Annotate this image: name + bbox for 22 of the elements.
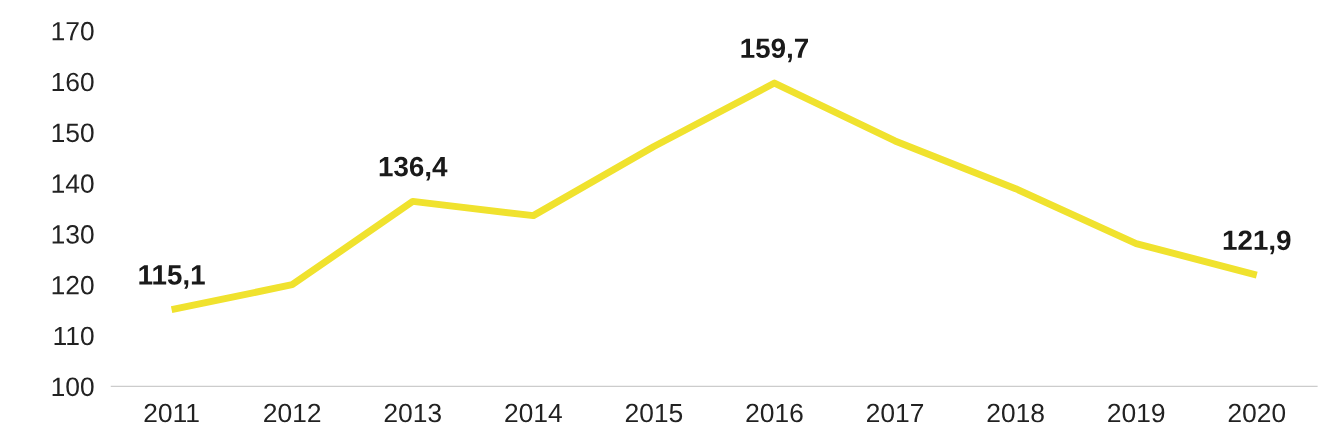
- y-tick-label: 150: [52, 123, 94, 143]
- y-tick-label: 100: [52, 377, 94, 397]
- x-tick-label: 2019: [1108, 403, 1165, 423]
- y-tick-label: 160: [52, 72, 94, 92]
- data-label: 115,1: [139, 265, 205, 289]
- x-tick-label: 2015: [625, 403, 683, 423]
- y-tick-label: 110: [54, 326, 94, 346]
- y-tick-label: 120: [52, 275, 94, 295]
- data-label: 159,7: [741, 38, 808, 63]
- x-tick-label: 2012: [264, 403, 321, 423]
- x-tick-label: 2013: [384, 403, 441, 423]
- x-tick-label: 2017: [867, 403, 924, 423]
- data-label: 136,4: [379, 156, 448, 181]
- x-tick-label: 2018: [987, 403, 1044, 423]
- data-label: 121,9: [1223, 230, 1291, 255]
- x-tick-label: 2016: [746, 403, 803, 423]
- x-tick-label: 2011: [144, 403, 199, 423]
- x-tick-label: 2020: [1228, 403, 1286, 423]
- y-tick-label: 140: [52, 174, 94, 193]
- x-tick-label: 2014: [505, 403, 562, 423]
- y-tick-label: 130: [52, 225, 94, 244]
- y-tick-label: 170: [52, 21, 94, 41]
